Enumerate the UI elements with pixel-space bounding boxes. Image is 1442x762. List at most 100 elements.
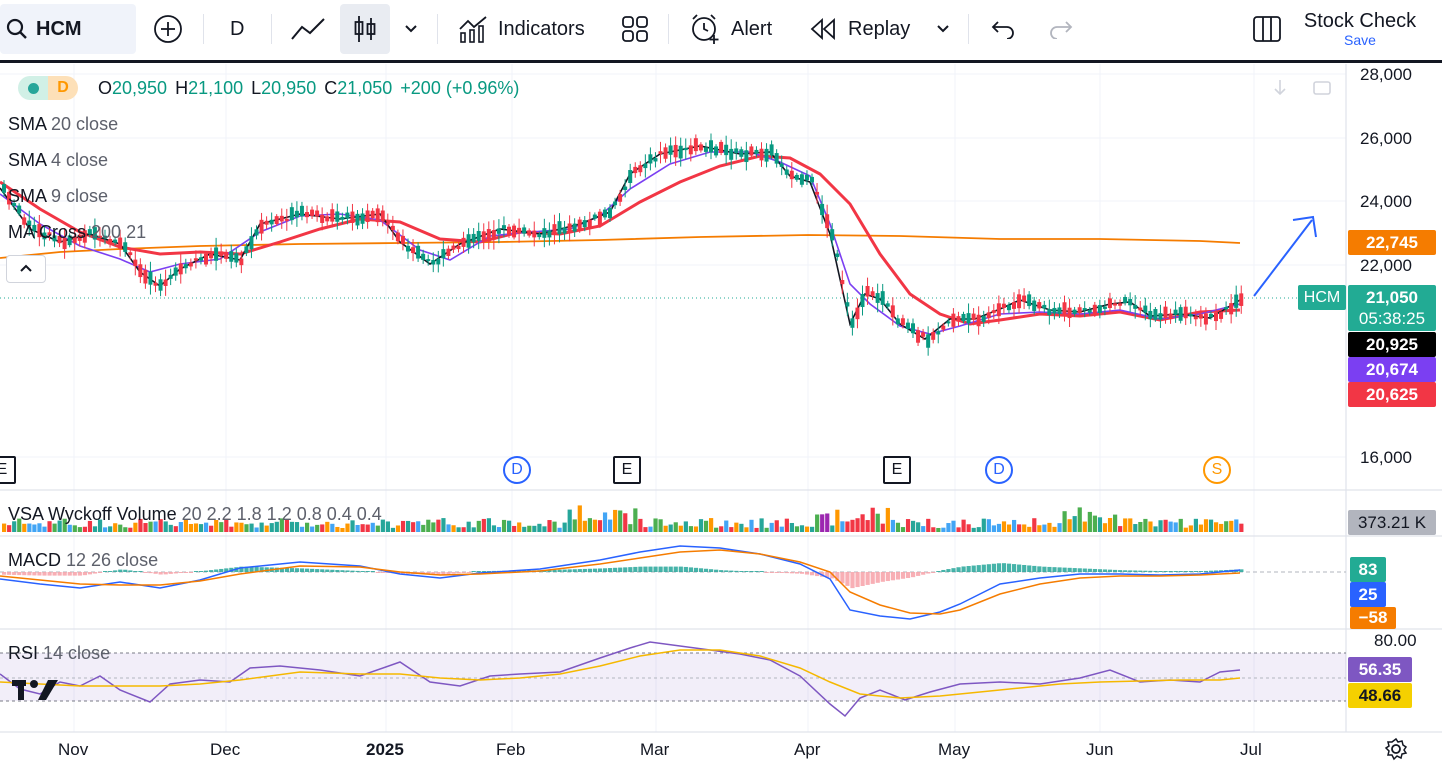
compare-symbol-button[interactable] bbox=[152, 0, 184, 58]
dividend-event-marker[interactable]: D bbox=[985, 456, 1013, 484]
macd-histogram-bar bbox=[643, 566, 648, 572]
split-event-marker[interactable]: S bbox=[1203, 456, 1231, 484]
replay-button[interactable]: Replay bbox=[810, 0, 910, 58]
candle-body bbox=[946, 321, 951, 324]
macd-pane-legend[interactable]: MACD 12 26 close bbox=[8, 550, 159, 570]
dividend-event-marker[interactable]: D bbox=[503, 456, 531, 484]
macd-histogram-bar bbox=[971, 565, 976, 572]
candle-body bbox=[754, 149, 759, 154]
candle-body bbox=[1022, 295, 1027, 302]
undo-button[interactable] bbox=[990, 0, 1016, 58]
volume-bar bbox=[678, 525, 683, 532]
interval-badge: D bbox=[48, 76, 78, 100]
macd-histogram-bar bbox=[557, 569, 562, 572]
chart-area[interactable]: D O20,950 H21,100 L20,950 C21,050 +200 (… bbox=[0, 64, 1442, 762]
volume-bar bbox=[900, 527, 906, 532]
indicator-legend-sma20[interactable]: SMA 20 close bbox=[8, 114, 119, 134]
candle-body bbox=[794, 174, 799, 180]
indicators-button[interactable]: Indicators bbox=[458, 0, 585, 58]
collapse-legend-button[interactable] bbox=[6, 255, 46, 283]
candle-body bbox=[259, 219, 264, 234]
macd-histogram-bar bbox=[1143, 570, 1148, 572]
macd-histogram-bar bbox=[27, 572, 32, 576]
line-chart-button[interactable] bbox=[290, 0, 326, 58]
scroll-to-bottom-icon[interactable] bbox=[1272, 78, 1288, 103]
redo-button[interactable] bbox=[1048, 0, 1074, 58]
candle-body bbox=[562, 227, 567, 234]
symbol-search[interactable]: HCM bbox=[0, 4, 136, 54]
volume-bar bbox=[133, 522, 138, 532]
volume-bar bbox=[1214, 522, 1219, 532]
indicator-legend-sma4[interactable]: SMA 4 close bbox=[8, 150, 109, 170]
macd-histogram-bar bbox=[32, 572, 37, 576]
macd-histogram-bar bbox=[885, 572, 890, 582]
macd-histogram-bar bbox=[259, 567, 264, 572]
time-axis-label: Jul bbox=[1240, 740, 1262, 759]
earnings-event-marker[interactable]: E bbox=[883, 456, 911, 484]
volume-bar bbox=[971, 527, 976, 532]
earnings-event-marker[interactable]: E bbox=[0, 456, 16, 484]
macd-histogram-bar bbox=[1097, 569, 1103, 572]
candle-body bbox=[537, 234, 542, 238]
candle-body bbox=[12, 203, 17, 206]
indicator-legend-ma-cross[interactable]: MA Cross 200 21 bbox=[8, 222, 147, 242]
macd-histogram-bar bbox=[936, 571, 941, 572]
candle-body bbox=[1047, 309, 1052, 316]
price-axis-label: 24,000 bbox=[1360, 192, 1412, 211]
volume-bar bbox=[1087, 511, 1092, 532]
macd-histogram-bar bbox=[1168, 571, 1173, 572]
candle-body bbox=[360, 213, 365, 224]
macd-histogram-bar bbox=[138, 571, 143, 572]
candle-body bbox=[355, 213, 360, 226]
chevron-down-icon bbox=[936, 24, 950, 34]
candle-body bbox=[1214, 312, 1218, 322]
indicator-legend-sma9[interactable]: SMA 9 close bbox=[8, 186, 109, 206]
macd-histogram-bar bbox=[597, 568, 603, 572]
volume-pane-legend[interactable]: VSA Wyckoff Volume 20 2.2 1.8 1.2 0.8 0.… bbox=[8, 504, 382, 524]
market-status-pill[interactable]: D bbox=[18, 76, 78, 100]
earnings-event-marker[interactable]: E bbox=[613, 456, 641, 484]
volume-bar bbox=[471, 527, 476, 532]
candles-chart-button[interactable] bbox=[340, 4, 390, 54]
volume-bar bbox=[340, 527, 345, 532]
chart-type-dropdown[interactable] bbox=[404, 0, 418, 58]
alert-button[interactable]: Alert bbox=[689, 0, 772, 58]
search-icon bbox=[6, 18, 28, 40]
volume-bar bbox=[178, 522, 183, 532]
volume-bar bbox=[411, 522, 416, 532]
volume-bars bbox=[2, 505, 1244, 532]
volume-bar bbox=[623, 513, 628, 532]
volume-bar bbox=[158, 519, 163, 532]
maximize-pane-icon[interactable] bbox=[1312, 78, 1332, 103]
candle-body bbox=[173, 267, 178, 276]
candle-body bbox=[87, 229, 92, 235]
gear-icon[interactable] bbox=[1384, 737, 1408, 762]
ma200-line bbox=[0, 234, 1241, 259]
volume-bar bbox=[87, 520, 93, 532]
candle-body bbox=[1234, 294, 1239, 308]
candle-body bbox=[310, 209, 315, 216]
candle-body bbox=[618, 194, 623, 202]
interval-button[interactable]: D bbox=[230, 17, 245, 40]
volume-bar bbox=[774, 520, 779, 532]
volume-bar bbox=[1052, 526, 1057, 532]
tradingview-logo[interactable] bbox=[12, 680, 60, 707]
volume-bar bbox=[380, 519, 385, 532]
candle-body bbox=[1087, 309, 1092, 313]
replay-dropdown[interactable] bbox=[936, 0, 950, 58]
macd-histogram-bar bbox=[739, 571, 744, 572]
volume-bar bbox=[249, 523, 254, 532]
layout-name-button[interactable]: Stock Check Save bbox=[1290, 0, 1430, 58]
chart-canvas[interactable] bbox=[0, 64, 1442, 762]
rsi-pane-legend[interactable]: RSI 14 close bbox=[8, 643, 111, 663]
layouts-button[interactable] bbox=[621, 0, 649, 58]
volume-bar bbox=[1148, 521, 1153, 532]
volume-bar bbox=[719, 526, 724, 532]
candle-body bbox=[299, 205, 304, 217]
macd-histogram-bar bbox=[956, 567, 961, 572]
layout-panel-button[interactable] bbox=[1252, 0, 1282, 58]
candle-body bbox=[971, 313, 976, 320]
candle-body bbox=[47, 232, 52, 236]
volume-bar bbox=[92, 526, 98, 532]
macd-histogram-bar bbox=[325, 569, 330, 572]
